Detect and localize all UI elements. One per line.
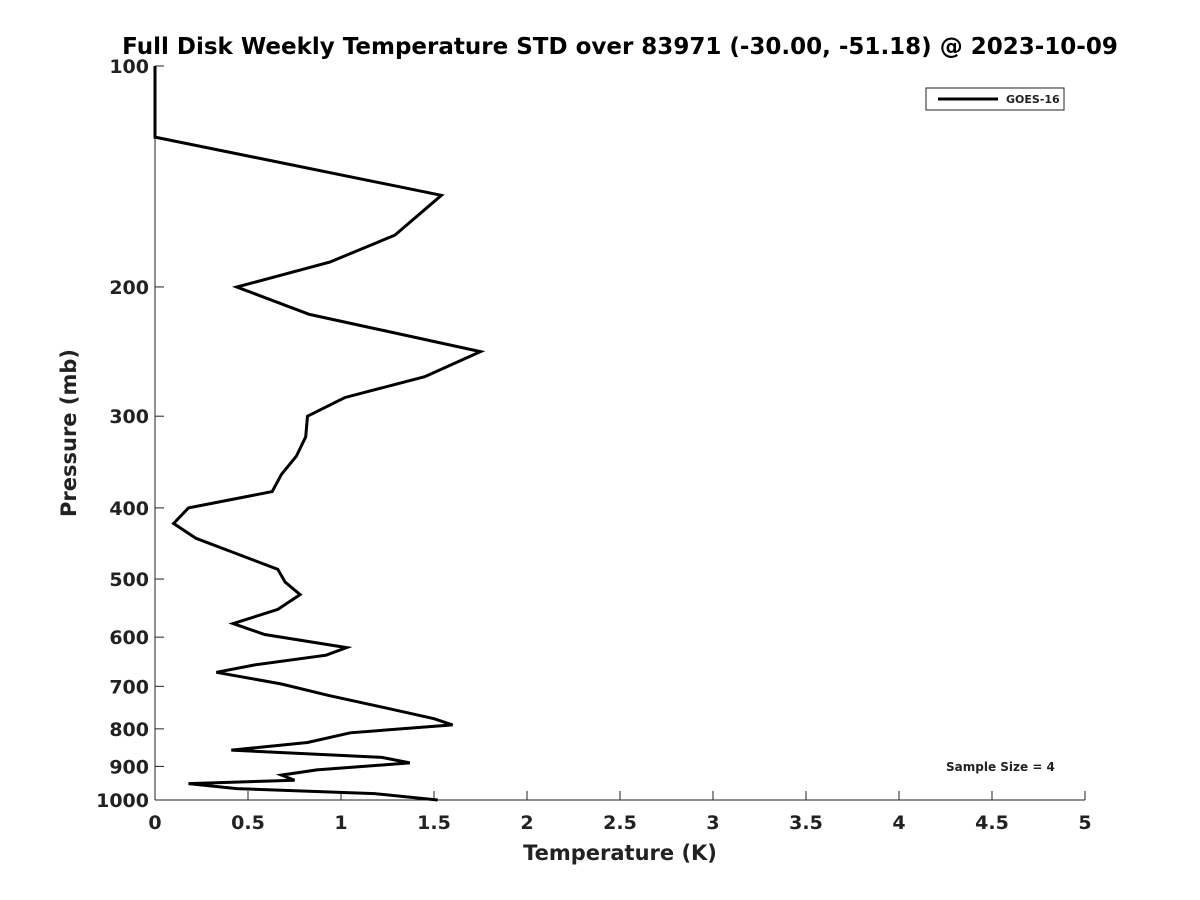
- x-tick-label: 0.5: [231, 812, 265, 834]
- x-tick-label: 2.5: [603, 812, 637, 834]
- y-tick-label: 600: [109, 627, 149, 649]
- x-tick-label: 2: [520, 812, 533, 834]
- x-tick-label: 1.5: [417, 812, 451, 834]
- x-tick-label: 4: [892, 812, 905, 834]
- y-tick-label: 300: [109, 406, 149, 428]
- x-tick-label: 3.5: [789, 812, 823, 834]
- chart-title: Full Disk Weekly Temperature STD over 83…: [122, 34, 1118, 60]
- x-tick-label: 1: [334, 812, 347, 834]
- y-tick-label: 700: [109, 676, 149, 698]
- y-tick-label: 1000: [96, 790, 149, 812]
- y-tick-label: 400: [109, 498, 149, 520]
- sample-size-annotation: Sample Size = 4: [946, 760, 1055, 774]
- y-tick-label: 500: [109, 569, 149, 591]
- legend-label: GOES-16: [1006, 93, 1060, 106]
- series-line-goes-16: [153, 66, 486, 802]
- y-axis-ticks: 100 200 300 400 500 600 700 800 900 1000: [96, 56, 164, 812]
- x-tick-label: 4.5: [975, 812, 1009, 834]
- legend: GOES-16: [925, 87, 1065, 111]
- x-axis-label: Temperature (K): [523, 841, 717, 865]
- x-tick-label: 3: [706, 812, 719, 834]
- x-tick-label: 5: [1078, 812, 1091, 834]
- y-tick-label: 800: [109, 719, 149, 741]
- y-axis-label: Pressure (mb): [57, 349, 81, 517]
- y-tick-label: 200: [109, 277, 149, 299]
- series-layer: [153, 66, 486, 802]
- x-axis-ticks: 0 0.5 1 1.5 2 2.5 3 3.5 4 4.5 5: [148, 791, 1092, 834]
- x-tick-label: 0: [148, 812, 161, 834]
- y-tick-label: 900: [109, 756, 149, 778]
- y-tick-label: 100: [109, 56, 149, 78]
